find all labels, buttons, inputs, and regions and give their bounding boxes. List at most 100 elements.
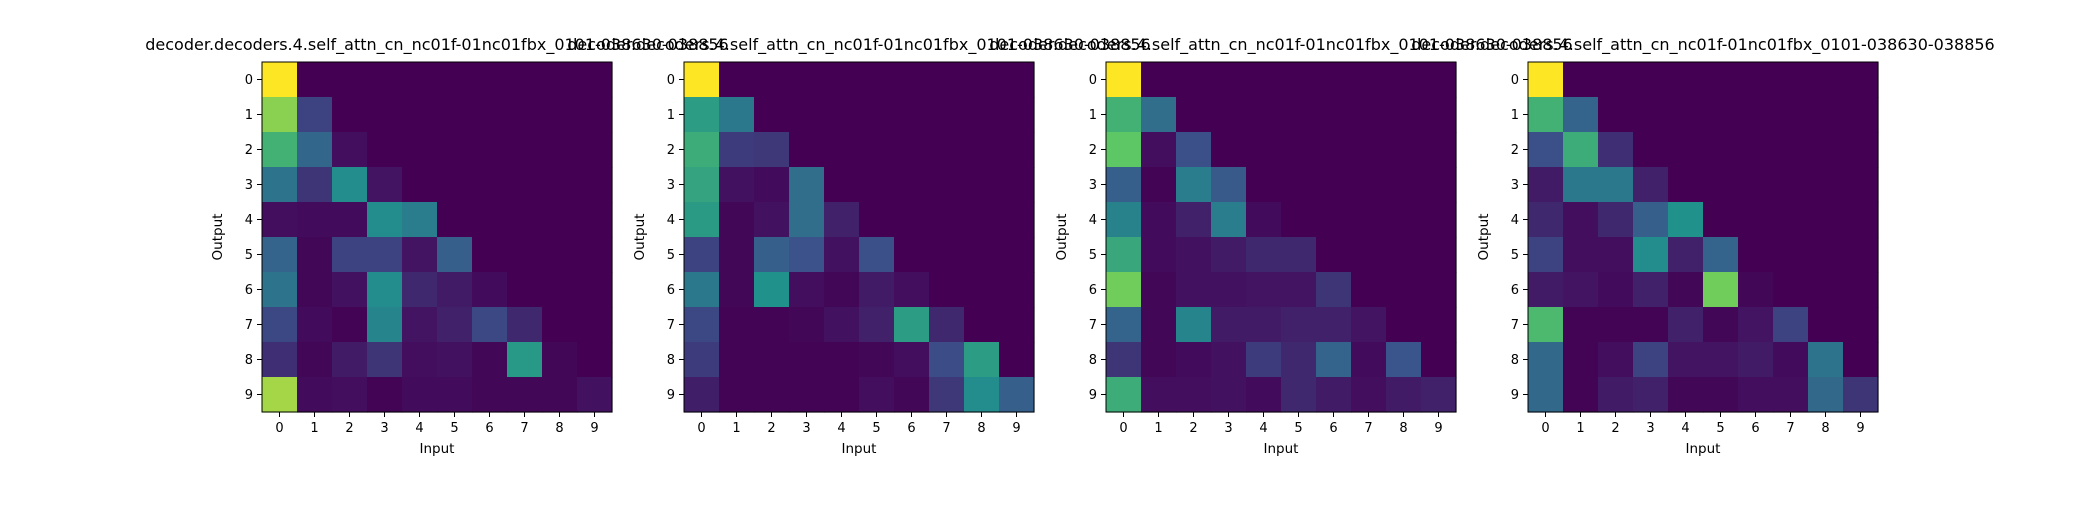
- heatmap-cell-r0-c1: [1141, 62, 1177, 98]
- heatmap-cell-r2-c0: [1528, 132, 1564, 168]
- heatmap-cell-r2-c2: [1176, 132, 1212, 168]
- heatmap-cell-r1-c5: [1281, 97, 1317, 133]
- heatmap-cell-r3-c5: [1703, 167, 1739, 203]
- x-tick-label: 2: [1189, 421, 1197, 436]
- x-tick-label: 1: [1576, 421, 1584, 436]
- heatmap-cell-r5-c7: [1351, 237, 1387, 273]
- x-tick-label: 4: [415, 421, 423, 436]
- heatmap-cell-r3-c3: [1633, 167, 1669, 203]
- heatmap-cell-r5-c7: [507, 237, 543, 273]
- heatmap-cell-r0-c3: [1633, 62, 1669, 98]
- heatmap-cell-r0-c9: [999, 62, 1035, 98]
- x-tick-label: 0: [1541, 421, 1549, 436]
- heatmap-cell-r7-c5: [859, 307, 895, 343]
- heatmap-cell-r3-c7: [507, 167, 543, 203]
- x-tick-label: 5: [872, 421, 880, 436]
- x-tick-label: 6: [1329, 421, 1337, 436]
- heatmap-cell-r1-c3: [367, 97, 403, 133]
- heatmap-panel-2: 0 1 2 3 4 5 6 7 8 9 0 1 2 3 4 5 6 7 8 9 Input Output decoder.d…: [567, 35, 1150, 457]
- x-tick-label: 2: [767, 421, 775, 436]
- heatmap-cell-r1-c0: [684, 97, 720, 133]
- x-tick-label: 1: [310, 421, 318, 436]
- y-tick-label: 3: [1089, 178, 1097, 193]
- heatmap-cell-r0-c5: [859, 62, 895, 98]
- heatmap-cell-r2-c1: [297, 132, 333, 168]
- heatmap-cell-r3-c4: [1668, 167, 1704, 203]
- heatmap-cell-r9-c3: [789, 377, 825, 413]
- heatmap-cell-r5-c4: [1668, 237, 1704, 273]
- heatmap-cell-r1-c6: [894, 97, 930, 133]
- heatmap-cell-r6-c5: [437, 272, 473, 308]
- heatmap-cell-r9-c1: [719, 377, 755, 413]
- heatmap-cell-r0-c9: [577, 62, 613, 98]
- heatmap-cell-r6-c4: [402, 272, 438, 308]
- heatmap-cell-r2-c8: [542, 132, 578, 168]
- heatmap-cell-r5-c4: [824, 237, 860, 273]
- heatmap-cell-r2-c8: [1808, 132, 1844, 168]
- heatmap-cell-r5-c2: [1176, 237, 1212, 273]
- heatmap-cell-r0-c8: [1386, 62, 1422, 98]
- heatmap-cell-r9-c7: [1351, 377, 1387, 413]
- chart-title: decoder.decoders.4.self_attn_cn_nc01f-01…: [567, 35, 1150, 55]
- heatmap-cell-r7-c1: [719, 307, 755, 343]
- heatmap-cell-r9-c8: [542, 377, 578, 413]
- heatmap-cell-r3-c4: [824, 167, 860, 203]
- heatmap-cell-r7-c3: [1211, 307, 1247, 343]
- heatmap-cell-r7-c5: [1703, 307, 1739, 343]
- heatmap-cell-r3-c0: [1528, 167, 1564, 203]
- heatmap-cell-r5-c9: [577, 237, 613, 273]
- heatmap-cell-r8-c1: [297, 342, 333, 378]
- heatmap-cell-r5-c7: [1773, 237, 1809, 273]
- heatmap-cell-r3-c8: [1808, 167, 1844, 203]
- heatmap-cell-r9-c9: [1843, 377, 1879, 413]
- heatmap-cell-r1-c6: [472, 97, 508, 133]
- x-tick-label: 5: [1716, 421, 1724, 436]
- heatmap-cell-r1-c2: [754, 97, 790, 133]
- heatmap-cell-r9-c6: [1316, 377, 1352, 413]
- heatmap-cell-r8-c9: [577, 342, 613, 378]
- heatmap-cell-r3-c2: [754, 167, 790, 203]
- y-tick-label: 9: [1089, 388, 1097, 403]
- heatmap-cell-r2-c8: [1386, 132, 1422, 168]
- heatmap-cell-r2-c1: [1141, 132, 1177, 168]
- heatmap-cell-r2-c6: [472, 132, 508, 168]
- heatmap-cell-r0-c4: [824, 62, 860, 98]
- heatmap-cell-r8-c7: [929, 342, 965, 378]
- y-tick-label: 3: [667, 178, 675, 193]
- heatmap-cell-r4-c6: [1738, 202, 1774, 238]
- heatmap-cell-r8-c4: [824, 342, 860, 378]
- heatmap-cell-r6-c6: [1316, 272, 1352, 308]
- heatmap-cell-r2-c4: [402, 132, 438, 168]
- heatmap-cell-r4-c0: [684, 202, 720, 238]
- heatmap-cell-r8-c1: [719, 342, 755, 378]
- heatmap-cell-r0-c8: [964, 62, 1000, 98]
- heatmap-cell-r9-c2: [1598, 377, 1634, 413]
- heatmap-cell-r6-c8: [1808, 272, 1844, 308]
- heatmap-cell-r9-c0: [1106, 377, 1142, 413]
- heatmap-cell-r9-c7: [929, 377, 965, 413]
- heatmap-cell-r4-c8: [1808, 202, 1844, 238]
- heatmap-cell-r0-c9: [1843, 62, 1879, 98]
- y-tick-label: 2: [1089, 143, 1097, 158]
- y-tick-label: 1: [1511, 108, 1519, 123]
- heatmap-cell-r4-c5: [1281, 202, 1317, 238]
- heatmap-cell-r4-c8: [1386, 202, 1422, 238]
- x-tick-label: 1: [1154, 421, 1162, 436]
- y-tick-label: 5: [1511, 248, 1519, 263]
- y-tick-label: 3: [1511, 178, 1519, 193]
- heatmap-cell-r6-c4: [1668, 272, 1704, 308]
- heatmap-cell-r1-c1: [1141, 97, 1177, 133]
- heatmap-cell-r9-c2: [1176, 377, 1212, 413]
- heatmap-cell-r3-c7: [1351, 167, 1387, 203]
- plot-frame: [683, 61, 1035, 413]
- heatmap-cell-r2-c4: [1668, 132, 1704, 168]
- heatmap-cell-r3-c6: [894, 167, 930, 203]
- y-tick-label: 4: [245, 213, 253, 228]
- heatmap-cell-r8-c1: [1141, 342, 1177, 378]
- y-tick-label: 0: [667, 73, 675, 88]
- heatmap-cell-r1-c4: [824, 97, 860, 133]
- heatmap-cell-r8-c3: [1633, 342, 1669, 378]
- heatmap-cell-r7-c7: [507, 307, 543, 343]
- x-tick-label: 2: [345, 421, 353, 436]
- x-tick-label: 9: [1012, 421, 1020, 436]
